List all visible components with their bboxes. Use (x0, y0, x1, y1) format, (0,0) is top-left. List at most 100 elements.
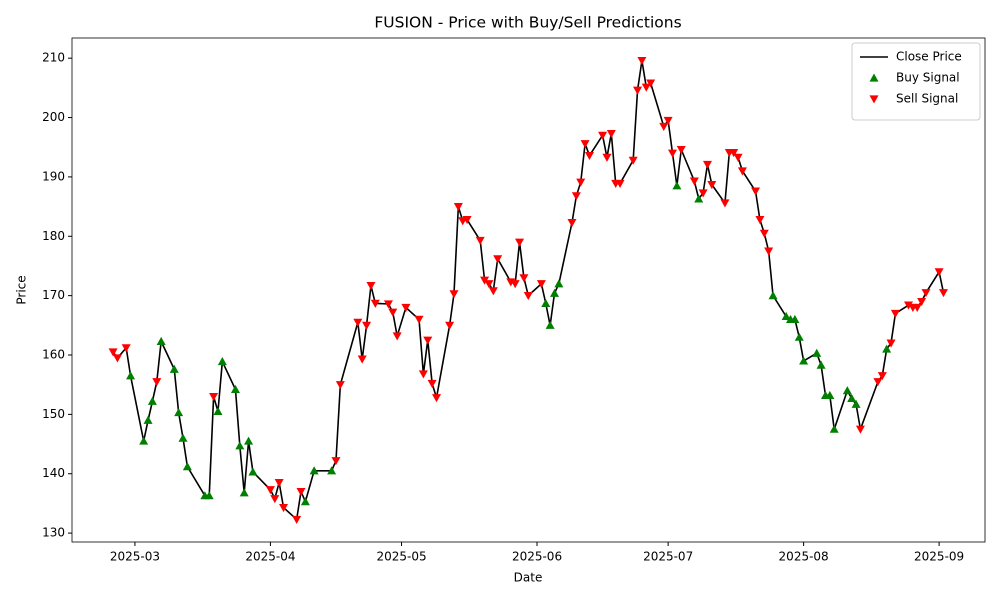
y-tick-label: 190 (42, 169, 65, 183)
signal-marker (139, 436, 149, 445)
signal-marker (799, 356, 809, 365)
signal-marker (751, 187, 761, 196)
signal-marker (335, 381, 345, 390)
signal-marker (545, 320, 555, 329)
signal-marker (550, 288, 560, 297)
signal-marker (432, 394, 442, 403)
signal-marker (764, 247, 774, 256)
signal-marker (598, 131, 608, 140)
signal-marker (182, 462, 192, 471)
signal-marker (768, 291, 778, 300)
signal-marker (230, 384, 240, 394)
signal-marker (169, 364, 179, 373)
signal-marker (331, 457, 341, 466)
signal-marker (790, 314, 800, 323)
signal-marker (353, 318, 363, 327)
signal-marker (877, 372, 887, 381)
signal-marker (523, 292, 533, 301)
signal-marker (633, 86, 643, 95)
x-axis-label: Date (514, 571, 543, 585)
signal-marker (641, 83, 651, 92)
signal-marker (873, 378, 883, 387)
signal-marker (847, 393, 857, 402)
signal-marker (571, 192, 581, 201)
y-tick-label: 200 (42, 110, 65, 124)
signal-marker (615, 179, 625, 188)
legend-swatch (869, 95, 879, 104)
signal-marker (423, 336, 433, 345)
signal-marker (510, 280, 520, 289)
signal-marker (292, 515, 302, 524)
y-tick-label: 160 (42, 348, 65, 362)
signal-marker (580, 140, 590, 149)
signal-marker (147, 396, 157, 405)
signal-marker (851, 399, 861, 408)
y-axis-label: Price (15, 275, 29, 304)
signal-marker (156, 336, 166, 345)
signal-marker (886, 339, 896, 348)
x-tick-label: 2025-04 (245, 550, 295, 564)
chart-title: FUSION - Price with Buy/Sell Predictions (374, 14, 681, 32)
signal-marker (239, 488, 249, 497)
signal-marker (921, 289, 931, 298)
signal-marker (209, 392, 219, 402)
signal-marker (362, 321, 372, 330)
signal-marker (720, 199, 730, 208)
signal-marker (493, 255, 503, 264)
signal-marker (829, 424, 839, 433)
signal-marker (217, 357, 227, 366)
signal-marker (279, 503, 289, 513)
signal-marker (366, 281, 376, 291)
signal-marker (663, 116, 673, 126)
signal-marker (121, 344, 131, 353)
signal-marker (388, 308, 398, 317)
plot-frame (71, 37, 986, 543)
signal-marker (178, 433, 188, 442)
signal-marker (357, 355, 367, 364)
legend-label: Sell Signal (896, 92, 958, 106)
signal-marker (816, 360, 826, 369)
signal-marker (917, 297, 927, 307)
signal-marker (274, 479, 284, 488)
signal-marker (584, 151, 594, 161)
signal-marker (213, 406, 223, 415)
signal-marker (855, 425, 865, 434)
signal-marker (143, 415, 153, 424)
y-tick-label: 170 (42, 288, 65, 302)
signal-marker (541, 298, 551, 307)
signal-marker (401, 303, 411, 313)
legend-swatch (869, 73, 879, 82)
signal-marker (733, 153, 743, 162)
signal-marker (112, 354, 122, 363)
signal-marker (488, 287, 498, 296)
x-tick-label: 2025-06 (512, 550, 562, 564)
signal-marker (602, 153, 612, 162)
signal-marker (418, 370, 428, 379)
signal-marker (204, 491, 214, 500)
legend-box (851, 42, 981, 121)
signal-marker (475, 236, 485, 245)
signal-marker (383, 300, 393, 309)
x-tick-label: 2025-08 (779, 550, 829, 564)
signal-marker (370, 299, 380, 308)
signal-marker (235, 441, 245, 450)
signal-marker (484, 280, 494, 289)
signal-marker (729, 148, 739, 158)
y-tick-label: 130 (42, 526, 65, 540)
signal-marker (453, 202, 463, 212)
signal-marker (427, 379, 437, 388)
signal-marker (576, 178, 586, 187)
signal-marker (737, 167, 747, 176)
signal-marker (309, 466, 319, 475)
signal-marker (449, 290, 459, 299)
signal-marker (244, 436, 254, 445)
signal-marker (646, 79, 656, 88)
signal-marker (519, 274, 529, 283)
x-tick-label: 2025-03 (110, 550, 160, 564)
signal-marker (882, 344, 892, 353)
x-tick-label: 2025-05 (376, 550, 426, 564)
signal-marker (659, 122, 669, 131)
